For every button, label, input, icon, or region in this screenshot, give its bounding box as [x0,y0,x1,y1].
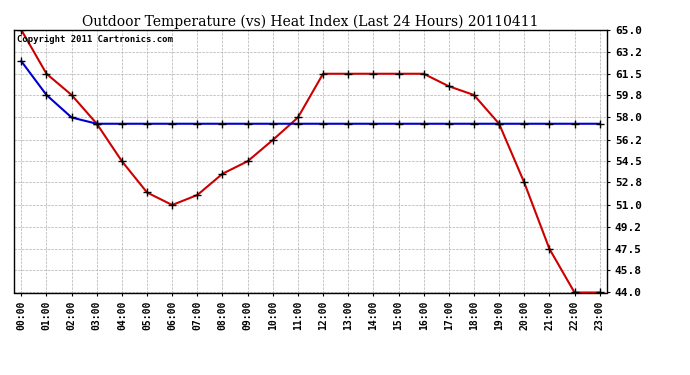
Title: Outdoor Temperature (vs) Heat Index (Last 24 Hours) 20110411: Outdoor Temperature (vs) Heat Index (Las… [82,15,539,29]
Text: Copyright 2011 Cartronics.com: Copyright 2011 Cartronics.com [17,35,172,44]
